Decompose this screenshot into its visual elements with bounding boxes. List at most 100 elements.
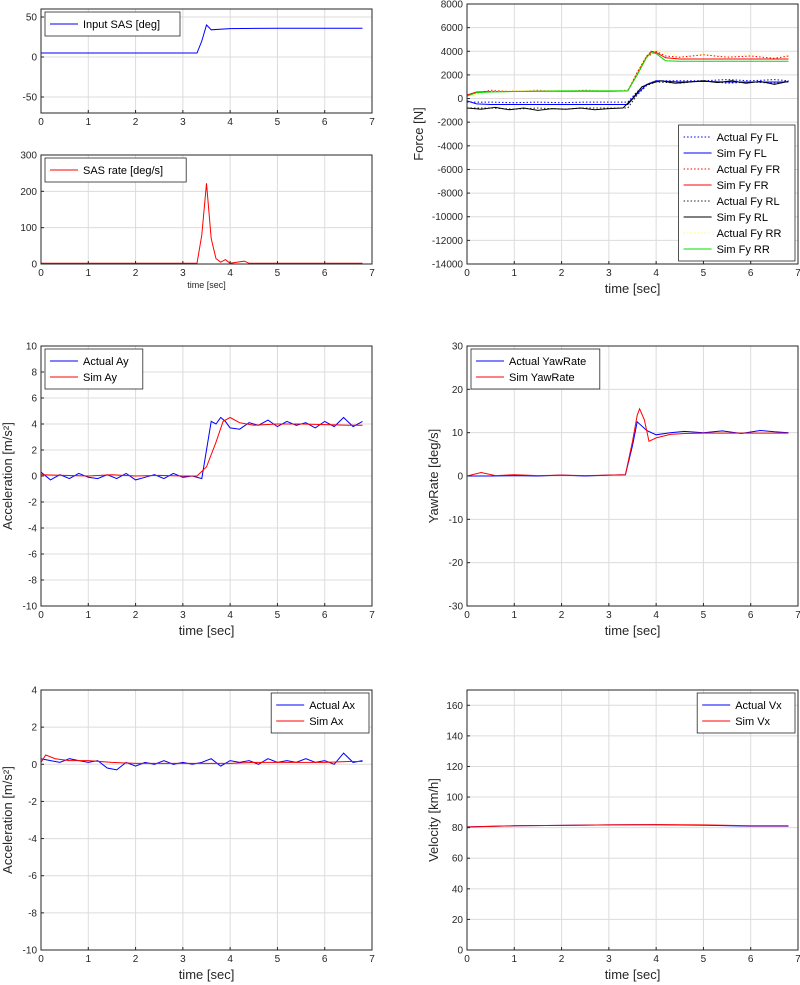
y-tick-label: 140 <box>446 731 463 742</box>
x-tick-label: 1 <box>512 954 518 965</box>
legend-entry: Sim Fy FL <box>717 148 767 160</box>
y-tick-label: 20 <box>452 385 464 396</box>
y-tick-label: 0 <box>457 94 463 105</box>
y-tick-label: -2 <box>28 797 37 808</box>
legend-box <box>678 124 796 262</box>
x-tick-label: 7 <box>795 954 800 965</box>
series-line-actual-fy-fl <box>467 79 789 104</box>
x-tick-label: 3 <box>606 268 612 279</box>
x-tick-label: 1 <box>86 117 92 128</box>
y-tick-label: 50 <box>26 13 38 24</box>
legend-entry: Sim YawRate <box>509 372 575 384</box>
y-tick-label: 0 <box>31 760 37 771</box>
x-tick-label: 3 <box>180 610 186 621</box>
y-tick-label: -10 <box>23 946 38 957</box>
x-tick-label: 2 <box>559 954 565 965</box>
chart-sas-rate: 0 1 2 3 4 5 6 7 0 100 200 300 time [sec] SAS rate [de… <box>20 151 375 291</box>
x-tick-label: 6 <box>322 610 328 621</box>
legend-entry: Actual Fy RL <box>717 196 780 208</box>
legend-entry: Actual Fy FR <box>717 164 781 176</box>
x-tick-label: 4 <box>227 954 233 965</box>
series-line-actual-fy-rl <box>467 80 789 110</box>
x-tick-label: 7 <box>795 268 800 279</box>
x-tick-label: 0 <box>38 268 44 279</box>
series-line-sim-fy-rr <box>467 51 789 97</box>
y-tick-label: -50 <box>23 93 38 104</box>
series-group <box>41 24 363 54</box>
x-tick-label: 1 <box>86 954 92 965</box>
legend: Actual YawRate Sim YawRate <box>470 348 601 390</box>
axes-box <box>40 689 373 951</box>
x-tick-label: 4 <box>227 610 233 621</box>
y-tick-label: 300 <box>20 151 37 162</box>
y-tick-label: 30 <box>452 342 464 353</box>
x-tick-label: 6 <box>322 117 328 128</box>
series-group <box>467 824 789 828</box>
x-tick-label: 0 <box>464 268 470 279</box>
legend-entry: Sim Fy RR <box>717 244 770 256</box>
y-tick-label: -2 <box>28 498 37 509</box>
legend-entry: Actual Vx <box>735 700 782 712</box>
legend: SAS rate [deg/s] <box>44 157 187 183</box>
y-tick-label: 160 <box>446 701 463 712</box>
y-tick-label: 4000 <box>441 47 464 58</box>
y-tick-label: 60 <box>452 854 464 865</box>
x-tick-label: 3 <box>180 117 186 128</box>
x-tick-label: 2 <box>133 268 139 279</box>
legend-entry: Actual Ay <box>83 356 129 368</box>
x-tick-label: 2 <box>559 610 565 621</box>
y-tick-label: -10000 <box>432 212 464 223</box>
x-axis-label: time [sec] <box>605 967 661 982</box>
y-tick-label: -6000 <box>437 165 463 176</box>
legend-box <box>270 692 370 734</box>
y-tick-label: -12000 <box>432 236 464 247</box>
x-tick-label: 5 <box>275 268 281 279</box>
series-line-sim-ax <box>41 754 363 764</box>
legend-entry: Actual Fy FL <box>717 132 779 144</box>
y-axis-label: Velocity [km/h] <box>426 778 441 862</box>
legend: Actual Vx Sim Vx <box>696 692 796 734</box>
x-tick-label: 4 <box>653 268 659 279</box>
legend-box <box>470 348 601 390</box>
x-tick-label: 4 <box>653 954 659 965</box>
legend: Actual Ax Sim Ax <box>270 692 370 734</box>
y-tick-label: 0 <box>457 472 463 483</box>
y-tick-label: -6 <box>28 871 37 882</box>
x-tick-label: 6 <box>748 954 754 965</box>
legend-entry: Actual Fy RR <box>717 228 782 240</box>
x-tick-label: 2 <box>133 954 139 965</box>
y-tick-label: 6000 <box>441 23 464 34</box>
x-tick-label: 7 <box>369 610 375 621</box>
legend: Actual Fy FL Sim Fy FL Actual Fy FR Sim Fy … <box>678 124 796 262</box>
x-axis-label: time [sec] <box>179 967 235 982</box>
y-tick-label: 6 <box>31 394 37 405</box>
legend-entry: Sim Fy FR <box>717 180 769 192</box>
x-tick-label: 7 <box>795 610 800 621</box>
x-tick-label: 3 <box>180 268 186 279</box>
x-axis-label: time [sec] <box>179 623 235 638</box>
x-tick-label: 3 <box>606 610 612 621</box>
x-tick-label: 6 <box>322 954 328 965</box>
x-tick-label: 1 <box>512 268 518 279</box>
legend-entry: Actual Ax <box>309 700 355 712</box>
series-line-actual-fy-rr <box>467 49 789 97</box>
y-tick-label: 0 <box>457 946 463 957</box>
y-tick-label: -10 <box>23 602 38 613</box>
y-tick-label: 80 <box>452 823 464 834</box>
chart-force-fy: 0 1 2 3 4 5 6 7 -14000 -12000 -10000 -8000 -6000 -400… <box>411 0 800 296</box>
y-tick-label: 0 <box>31 472 37 483</box>
series-line-sas-rate-deg-s <box>41 183 363 264</box>
y-tick-label: 100 <box>20 223 37 234</box>
legend-box <box>696 692 796 734</box>
x-tick-label: 2 <box>133 117 139 128</box>
series-group <box>467 49 789 111</box>
series-line-sim-ay <box>41 416 363 477</box>
x-tick-label: 0 <box>38 610 44 621</box>
y-tick-label: 0 <box>31 53 37 64</box>
y-tick-label: 0 <box>31 260 37 271</box>
series-line-sim-vx <box>467 824 789 828</box>
x-tick-label: 2 <box>133 610 139 621</box>
y-tick-label: -8 <box>28 908 37 919</box>
y-tick-label: 4 <box>31 686 37 697</box>
x-tick-label: 0 <box>464 954 470 965</box>
